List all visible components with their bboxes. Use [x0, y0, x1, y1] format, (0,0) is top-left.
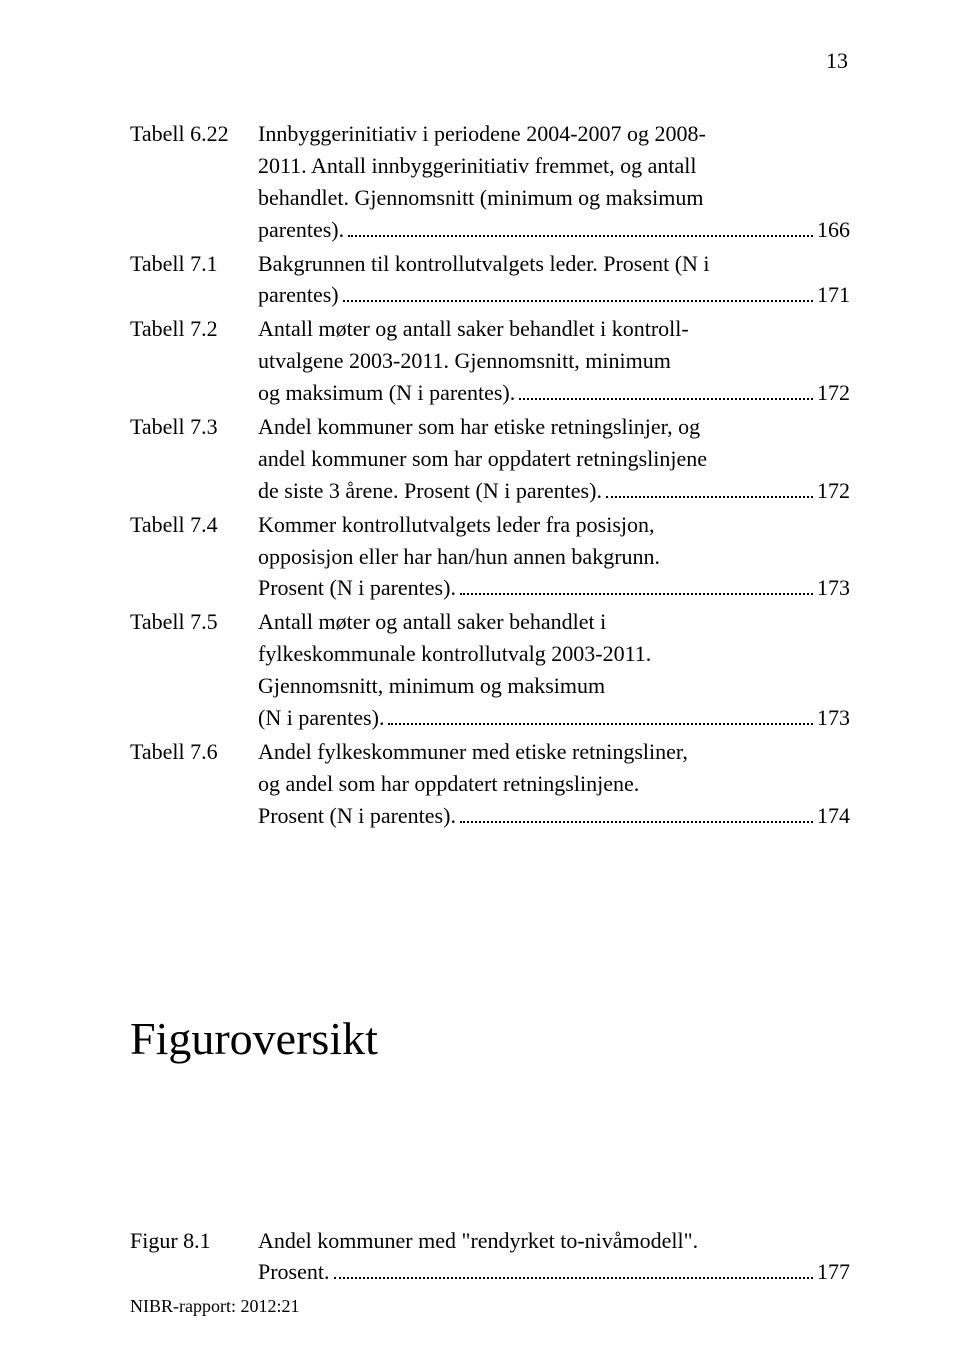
- dot-leader: [343, 282, 813, 303]
- toc-page: 173: [817, 572, 850, 604]
- toc-lasttext: og maksimum (N i parentes).: [258, 377, 515, 409]
- toc-lastline: Prosent (N i parentes). 173: [258, 572, 850, 604]
- toc-page: 174: [817, 800, 850, 832]
- toc-lastline: parentes). 166: [258, 214, 850, 246]
- dot-leader: [388, 704, 813, 725]
- toc-line: fylkeskommunale kontrollutvalg 2003-2011…: [258, 638, 850, 670]
- toc-page: 166: [817, 214, 850, 246]
- toc-lasttext: de siste 3 årene. Prosent (N i parentes)…: [258, 475, 602, 507]
- toc-line: opposisjon eller har han/hun annen bakgr…: [258, 541, 850, 573]
- toc-body: Andel kommuner som har etiske retningsli…: [258, 411, 850, 507]
- toc-label: Tabell 7.2: [130, 313, 258, 345]
- toc-entry: Tabell 6.22Innbyggerinitiativ i perioden…: [130, 118, 850, 246]
- toc-body: Antall møter og antall saker behandlet i…: [258, 313, 850, 409]
- dot-leader: [334, 1259, 814, 1280]
- toc-label: Tabell 7.5: [130, 606, 258, 638]
- page-number: 13: [826, 48, 848, 74]
- toc-body: Andel fylkeskommuner med etiske retnings…: [258, 736, 850, 832]
- dot-leader: [606, 477, 813, 498]
- figure-toc-line: Andel kommuner med "rendyrket to-nivåmod…: [258, 1225, 850, 1257]
- toc-label: Tabell 7.3: [130, 411, 258, 443]
- figure-toc-page: 177: [817, 1256, 850, 1288]
- section-title-figuroversikt: Figuroversikt: [130, 1012, 850, 1065]
- toc-line: utvalgene 2003-2011. Gjennomsnitt, minim…: [258, 345, 850, 377]
- toc-line: andel kommuner som har oppdatert retning…: [258, 443, 850, 475]
- toc-page: 172: [817, 377, 850, 409]
- toc-page: 172: [817, 475, 850, 507]
- toc-lasttext: parentes).: [258, 214, 344, 246]
- toc-label: Tabell 6.22: [130, 118, 258, 150]
- figure-toc-body: Andel kommuner med "rendyrket to-nivåmod…: [258, 1225, 850, 1289]
- toc-lasttext: parentes): [258, 279, 339, 311]
- toc-lasttext: (N i parentes).: [258, 702, 384, 734]
- toc-lasttext: Prosent (N i parentes).: [258, 800, 456, 832]
- toc-line: behandlet. Gjennomsnitt (minimum og maks…: [258, 182, 850, 214]
- toc-lastline: de siste 3 årene. Prosent (N i parentes)…: [258, 475, 850, 507]
- dot-leader: [460, 575, 813, 596]
- toc-line: Andel kommuner som har etiske retningsli…: [258, 411, 850, 443]
- toc-label: Tabell 7.1: [130, 248, 258, 280]
- toc-lastline: Prosent (N i parentes). 174: [258, 800, 850, 832]
- toc-line: Innbyggerinitiativ i periodene 2004-2007…: [258, 118, 850, 150]
- toc-entry: Tabell 7.6Andel fylkeskommuner med etisk…: [130, 736, 850, 832]
- toc-body: Innbyggerinitiativ i periodene 2004-2007…: [258, 118, 850, 246]
- figure-toc-lastline: Prosent. 177: [258, 1256, 850, 1288]
- toc-entry: Tabell 7.5Antall møter og antall saker b…: [130, 606, 850, 734]
- toc-lastline: parentes) 171: [258, 279, 850, 311]
- toc-lasttext: Prosent (N i parentes).: [258, 572, 456, 604]
- toc-line: Andel fylkeskommuner med etiske retnings…: [258, 736, 850, 768]
- dot-leader: [460, 802, 813, 823]
- toc-lastline: (N i parentes). 173: [258, 702, 850, 734]
- toc-line: Gjennomsnitt, minimum og maksimum: [258, 670, 850, 702]
- toc-page: 171: [817, 279, 850, 311]
- toc-label: Tabell 7.4: [130, 509, 258, 541]
- toc-line: Antall møter og antall saker behandlet i: [258, 606, 850, 638]
- figure-toc-label: Figur 8.1: [130, 1225, 258, 1257]
- figure-toc-lasttext: Prosent.: [258, 1256, 330, 1288]
- figure-toc-entry: Figur 8.1Andel kommuner med "rendyrket t…: [130, 1225, 850, 1289]
- toc-line: og andel som har oppdatert retningslinje…: [258, 768, 850, 800]
- toc-entry: Tabell 7.2Antall møter og antall saker b…: [130, 313, 850, 409]
- toc-lastline: og maksimum (N i parentes). 172: [258, 377, 850, 409]
- toc-entry: Tabell 7.3Andel kommuner som har etiske …: [130, 411, 850, 507]
- toc-page: 173: [817, 702, 850, 734]
- toc-entry: Tabell 7.1Bakgrunnen til kontrollutvalge…: [130, 248, 850, 312]
- toc-line: Bakgrunnen til kontrollutvalgets leder. …: [258, 248, 850, 280]
- toc-body: Antall møter og antall saker behandlet i…: [258, 606, 850, 734]
- footer-report-id: NIBR-rapport: 2012:21: [130, 1296, 299, 1317]
- toc-entry: Tabell 7.4Kommer kontrollutvalgets leder…: [130, 509, 850, 605]
- toc-line: 2011. Antall innbyggerinitiativ fremmet,…: [258, 150, 850, 182]
- table-of-contents: Tabell 6.22Innbyggerinitiativ i perioden…: [130, 118, 850, 832]
- dot-leader: [519, 379, 813, 400]
- toc-label: Tabell 7.6: [130, 736, 258, 768]
- figure-list: Figur 8.1Andel kommuner med "rendyrket t…: [130, 1225, 850, 1289]
- toc-line: Kommer kontrollutvalgets leder fra posis…: [258, 509, 850, 541]
- dot-leader: [348, 216, 813, 237]
- toc-line: Antall møter og antall saker behandlet i…: [258, 313, 850, 345]
- toc-body: Kommer kontrollutvalgets leder fra posis…: [258, 509, 850, 605]
- toc-body: Bakgrunnen til kontrollutvalgets leder. …: [258, 248, 850, 312]
